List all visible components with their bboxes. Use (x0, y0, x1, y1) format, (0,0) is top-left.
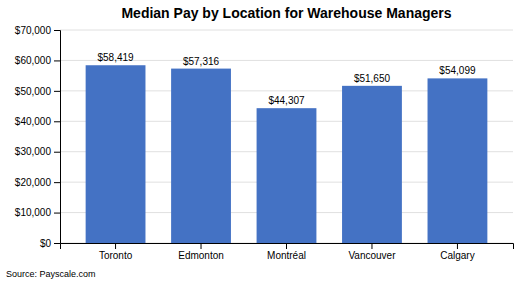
bar (86, 65, 146, 243)
y-tick-mark (54, 182, 60, 183)
y-tick-mark (54, 243, 60, 244)
grid-line (60, 30, 513, 31)
y-tick: $40,000 (15, 116, 60, 127)
y-tick-mark (54, 121, 60, 122)
y-tick-label: $50,000 (15, 86, 52, 97)
x-tick-mark (201, 243, 202, 249)
annotation: Source: Payscale.com (6, 269, 96, 279)
x-tick-label: Edmonton (178, 250, 224, 261)
bar (342, 86, 402, 243)
x-tick: Toronto (99, 243, 133, 261)
y-tick: $50,000 (15, 86, 60, 97)
bar (171, 69, 231, 243)
data-label: $58,419 (97, 52, 134, 63)
data-label: $44,307 (268, 95, 305, 106)
y-tick: $20,000 (15, 177, 60, 188)
y-tick: $30,000 (15, 146, 60, 157)
x-axis-line (61, 244, 514, 250)
bar (257, 108, 317, 243)
y-tick: $0 (40, 238, 60, 249)
y-tick-label: $20,000 (15, 177, 52, 188)
x-tick-mark (457, 243, 458, 249)
y-tick: $10,000 (15, 207, 60, 218)
bar (428, 78, 488, 243)
x-axis: Toronto Edmonton Montréal Vancouver Calgary (61, 243, 514, 261)
data-labels: $58,419 $57,316 $44,307 $51,650 $54,099 (97, 52, 475, 106)
y-tick-mark (54, 30, 60, 31)
y-tick-label: $0 (40, 238, 52, 249)
x-tick: Calgary (440, 243, 474, 261)
y-tick: $60,000 (15, 55, 60, 66)
y-axis: $0 $10,000 $20,000 $30,000 $40,000 $50,000 $60… (15, 25, 61, 249)
plot: $58,419 $57,316 $44,307 $51,650 $54,099 Toron… (15, 25, 514, 261)
x-tick-mark (286, 243, 287, 249)
y-tick-mark (54, 152, 60, 153)
x-tick: Montréal (267, 243, 306, 261)
y-tick-label: $10,000 (15, 207, 52, 218)
y-axis-line (54, 31, 61, 244)
title: Median Pay by Location for Warehouse Man… (121, 5, 451, 21)
chart: $58,419 $57,316 $44,307 $51,650 $54,099 Toron… (0, 0, 525, 283)
data-label: $54,099 (439, 65, 476, 76)
x-tick: Edmonton (178, 243, 224, 261)
x-tick-label: Vancouver (348, 250, 396, 261)
x-tick-mark (371, 243, 372, 249)
x-tick: Vancouver (348, 243, 396, 261)
data-label: $51,650 (354, 73, 391, 84)
y-tick-mark (54, 60, 60, 61)
x-tick-label: Montréal (267, 250, 306, 261)
y-tick-mark (54, 91, 60, 92)
x-tick-mark (115, 243, 116, 249)
y-tick-label: $60,000 (15, 55, 52, 66)
bars (86, 65, 488, 243)
grid (60, 30, 513, 243)
y-tick-label: $40,000 (15, 116, 52, 127)
x-tick-label: Toronto (99, 250, 133, 261)
y-tick-label: $70,000 (15, 25, 52, 36)
y-tick-label: $30,000 (15, 146, 52, 157)
x-tick-label: Calgary (440, 250, 474, 261)
y-tick: $70,000 (15, 25, 60, 36)
y-tick-mark (54, 213, 60, 214)
data-label: $57,316 (183, 56, 220, 67)
